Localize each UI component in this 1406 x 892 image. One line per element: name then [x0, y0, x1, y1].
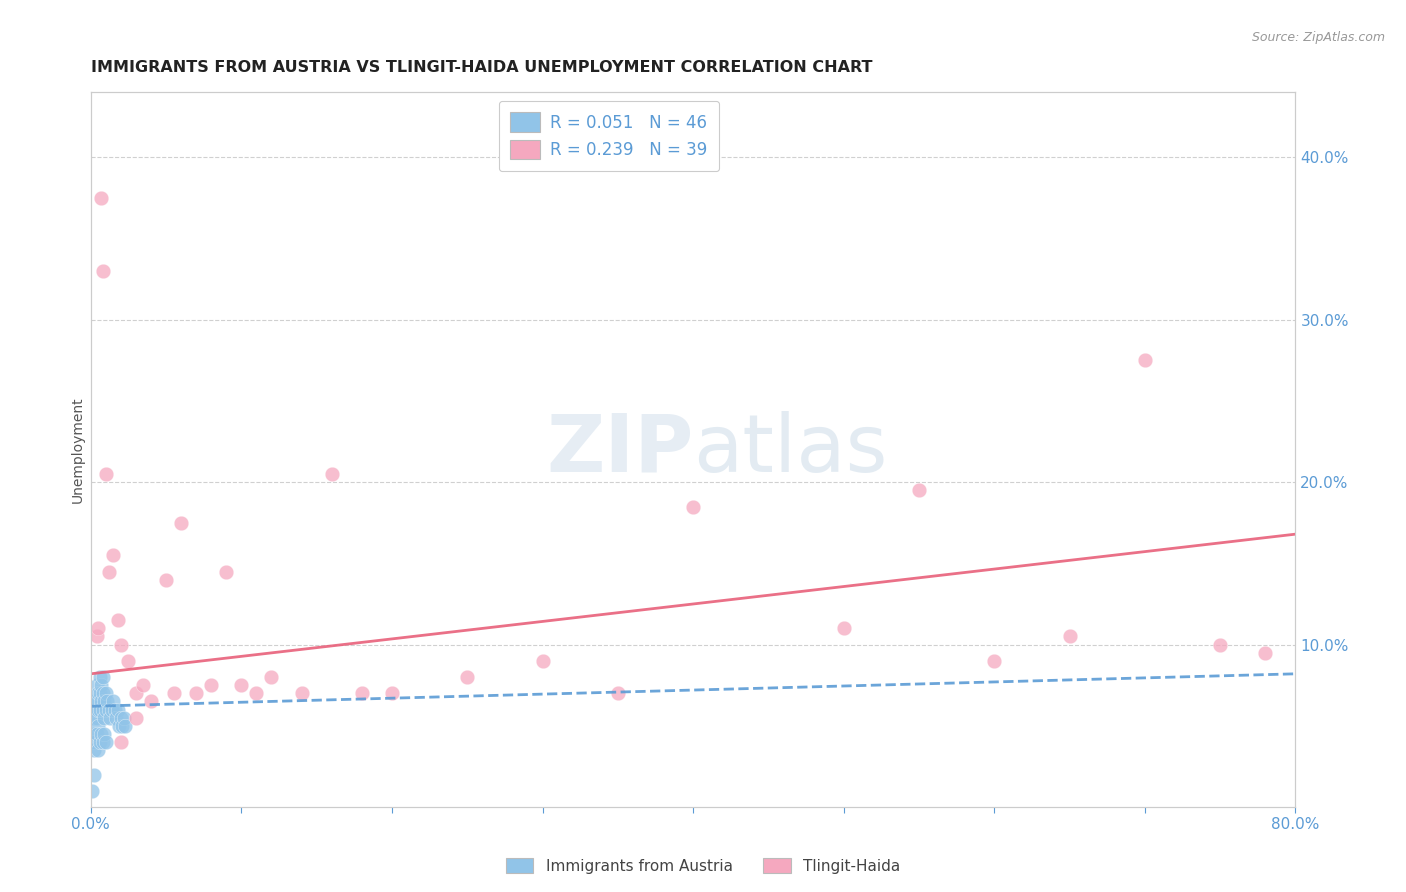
Point: [97, 702, 120, 716]
Point: [350, 686, 373, 700]
Point: [606, 686, 628, 700]
Point: [84, 735, 107, 749]
Point: [89, 702, 111, 716]
Point: [531, 654, 554, 668]
Point: [103, 548, 125, 562]
Point: [908, 483, 931, 498]
Point: [832, 621, 855, 635]
Point: [100, 711, 122, 725]
Point: [84, 694, 107, 708]
Point: [170, 516, 193, 530]
Point: [114, 719, 136, 733]
Point: [89, 686, 111, 700]
Point: [155, 573, 177, 587]
Point: [983, 654, 1005, 668]
Point: [125, 711, 148, 725]
Point: [186, 686, 208, 700]
Point: [110, 735, 132, 749]
Point: [105, 711, 128, 725]
Point: [682, 500, 704, 514]
Point: [117, 654, 139, 668]
Point: [94, 467, 117, 481]
Point: [86, 727, 108, 741]
Point: [90, 191, 112, 205]
Point: [321, 467, 343, 481]
Point: [91, 702, 114, 716]
Point: [94, 686, 117, 700]
Point: [1254, 646, 1277, 660]
Point: [91, 686, 114, 700]
Point: [91, 264, 114, 278]
Point: [112, 711, 135, 725]
Point: [110, 711, 132, 725]
Point: [456, 670, 478, 684]
Point: [291, 686, 314, 700]
Point: [108, 719, 131, 733]
Point: [107, 613, 129, 627]
Point: [200, 678, 222, 692]
Point: [86, 678, 108, 692]
Point: [90, 727, 112, 741]
Point: [215, 565, 238, 579]
Point: [1133, 353, 1156, 368]
Point: [132, 678, 155, 692]
Point: [162, 686, 184, 700]
Text: ZIP: ZIP: [546, 410, 693, 489]
Point: [245, 686, 267, 700]
Point: [125, 686, 148, 700]
Point: [83, 711, 105, 725]
Point: [91, 670, 114, 684]
Point: [89, 735, 111, 749]
Point: [381, 686, 404, 700]
Legend: Immigrants from Austria, Tlingit-Haida: Immigrants from Austria, Tlingit-Haida: [499, 852, 907, 880]
Text: IMMIGRANTS FROM AUSTRIA VS TLINGIT-HAIDA UNEMPLOYMENT CORRELATION CHART: IMMIGRANTS FROM AUSTRIA VS TLINGIT-HAIDA…: [91, 60, 872, 75]
Text: Source: ZipAtlas.com: Source: ZipAtlas.com: [1251, 31, 1385, 45]
Point: [103, 694, 125, 708]
Point: [84, 702, 107, 716]
Point: [1059, 630, 1081, 644]
Point: [89, 670, 111, 684]
Point: [86, 630, 108, 644]
Point: [93, 727, 115, 741]
Point: [87, 719, 110, 733]
Point: [86, 694, 108, 708]
Point: [87, 621, 110, 635]
Point: [90, 694, 112, 708]
Point: [107, 702, 129, 716]
Point: [83, 767, 105, 781]
Point: [94, 735, 117, 749]
Point: [139, 694, 162, 708]
Text: atlas: atlas: [693, 410, 887, 489]
Point: [94, 702, 117, 716]
Point: [96, 694, 118, 708]
Point: [87, 686, 110, 700]
Point: [84, 727, 107, 741]
Point: [104, 702, 127, 716]
Point: [93, 711, 115, 725]
Point: [260, 670, 283, 684]
Point: [91, 735, 114, 749]
Point: [87, 702, 110, 716]
Y-axis label: Unemployment: Unemployment: [72, 396, 86, 503]
Point: [111, 719, 134, 733]
Point: [83, 743, 105, 757]
Point: [93, 694, 115, 708]
Point: [1209, 638, 1232, 652]
Legend: R = 0.051   N = 46, R = 0.239   N = 39: R = 0.051 N = 46, R = 0.239 N = 39: [499, 101, 718, 171]
Point: [231, 678, 253, 692]
Point: [101, 702, 124, 716]
Point: [97, 565, 120, 579]
Point: [82, 783, 104, 797]
Point: [86, 711, 108, 725]
Point: [90, 678, 112, 692]
Point: [110, 638, 132, 652]
Point: [87, 743, 110, 757]
